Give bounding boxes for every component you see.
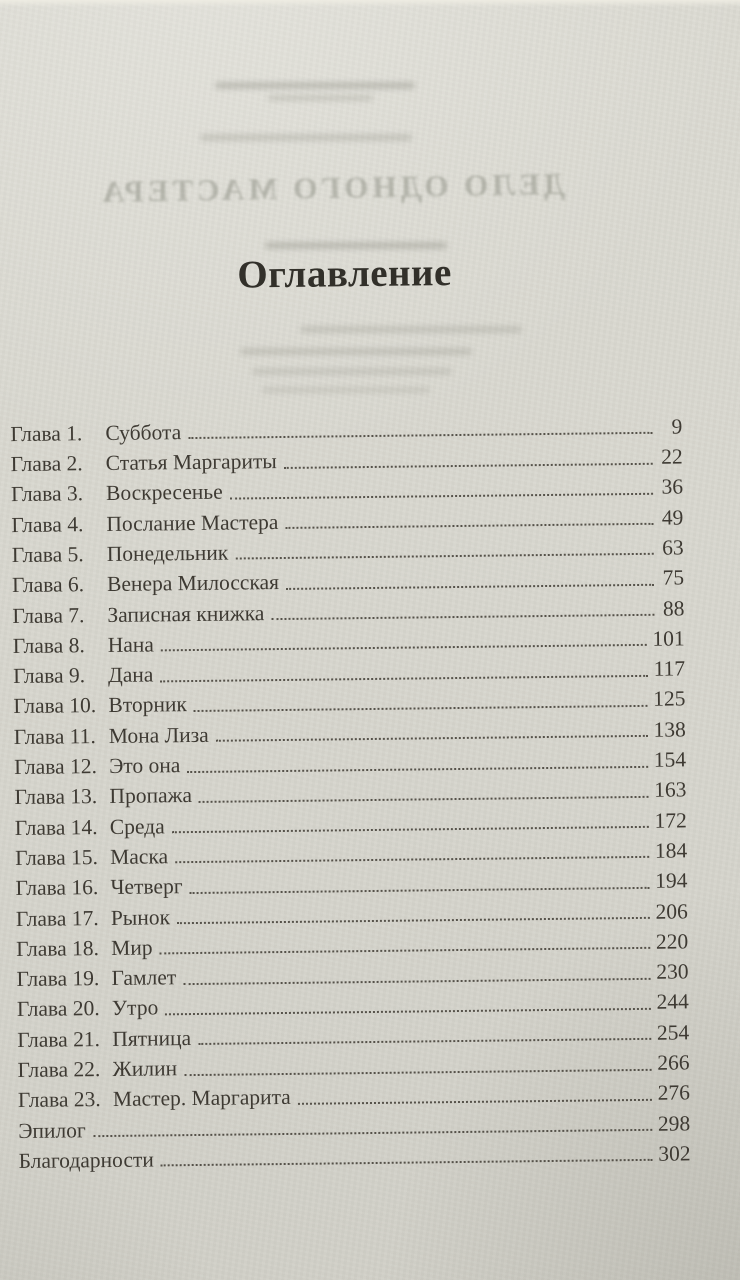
toc-entry-page: 244 [656, 989, 689, 1015]
toc-entry-label: Глава 14. [14, 814, 98, 840]
toc-entry-label: Глава 12. [14, 754, 98, 780]
toc-entry-title: Мир [111, 935, 153, 960]
toc-entry-title: Нана [107, 632, 155, 657]
page-title: Оглавление [237, 251, 453, 297]
toc-entry-title: Четверг [110, 874, 183, 900]
toc-entry-page: 220 [655, 929, 689, 954]
toc-entry-label: Глава 5. [11, 542, 84, 568]
toc-entry-label: Глава 1. [10, 421, 83, 446]
toc-list: Глава 1. Суббота 9 Глава 2. Статья Марга… [10, 407, 691, 1173]
toc-entry-title: Среда [109, 814, 165, 839]
toc-entry-title: Воскресенье [105, 480, 223, 506]
toc-entry-label: Глава 3. [10, 481, 84, 507]
toc-dot-leader [160, 1159, 653, 1167]
toc-entry-page: 36 [661, 474, 684, 500]
toc-entry-page: 125 [653, 686, 686, 712]
toc-entry-label: Глава 13. [14, 784, 98, 810]
toc-entry-title: Вторник [108, 692, 188, 718]
toc-entry-page: 276 [657, 1080, 691, 1106]
toc-entry-page: 230 [656, 959, 689, 984]
toc-entry-title: Записная книжка [107, 600, 265, 627]
toc-entry-label: Глава 22. [17, 1057, 101, 1083]
toc-entry-label: Глава 8. [12, 633, 85, 658]
toc-entry-page: 206 [655, 898, 688, 924]
toc-entry-label: Глава 20. [16, 996, 100, 1022]
toc-entry-label: Глава 16. [15, 875, 99, 901]
toc-entry-title: Дана [107, 662, 154, 688]
toc-entry-title: Жилин [112, 1056, 178, 1081]
toc-entry-label: Глава 4. [11, 511, 84, 537]
toc-entry-page: 154 [653, 747, 687, 772]
toc-entry-label: Глава 19. [16, 966, 100, 992]
toc-entry-title: Венера Милосская [106, 570, 280, 597]
toc-entry-label: Глава 10. [13, 693, 97, 719]
toc-entry-title: Понедельник [106, 540, 229, 566]
toc-entry-label: Глава 18. [16, 935, 100, 961]
toc-entry-title: Статья Маргариты [105, 449, 277, 476]
toc-entry-label: Глава 15. [15, 845, 99, 870]
toc-entry-label: Глава 23. [17, 1087, 101, 1113]
toc-entry-page: 49 [661, 505, 684, 530]
toc-entry-title: Послание Мастера [106, 509, 279, 536]
toc-entry-page: 138 [653, 717, 686, 742]
toc-entry-page: 22 [661, 444, 683, 469]
toc-dot-leader [286, 583, 655, 590]
toc-entry-title: Пятница [112, 1025, 192, 1051]
toc-entry-label: Глава 11. [13, 723, 96, 749]
toc-entry-page: 9 [671, 414, 683, 439]
toc-entry-label: Глава 21. [17, 1026, 101, 1052]
toc-entry-title: Утро [111, 995, 159, 1021]
toc-dot-leader [297, 1098, 652, 1105]
toc-entry-title: Мастер. Маргарита [112, 1085, 291, 1112]
toc-dot-leader [283, 462, 653, 469]
toc-entry-page: 88 [662, 596, 685, 621]
toc-entry-label: Глава 6. [11, 572, 85, 598]
toc-entry-title: Гамлет [111, 965, 177, 991]
toc-entry-title: Рынок [110, 904, 171, 930]
toc-entry-title: Пропажа [109, 783, 193, 809]
toc-entry-title: Мона Лиза [108, 722, 209, 748]
toc-entry: Благодарности 302 [18, 1135, 690, 1173]
toc-entry-page: 117 [653, 656, 686, 681]
toc-entry-label: Глава 9. [12, 663, 86, 689]
toc-entry-page: 194 [655, 868, 688, 894]
toc-entry-page: 101 [652, 626, 685, 651]
toc-entry-page: 184 [654, 838, 688, 863]
toc-entry-label: Глава 2. [10, 451, 83, 477]
toc-entry-page: 302 [658, 1141, 691, 1166]
toc-dot-leader [285, 522, 654, 530]
toc-entry-title: Маска [110, 844, 169, 869]
toc-entry-page: 266 [657, 1050, 690, 1075]
toc-entry-title: Благодарности [18, 1147, 154, 1173]
toc-entry-page: 298 [657, 1111, 691, 1136]
toc-entry-page: 254 [656, 1020, 690, 1045]
toc-entry-page: 163 [654, 777, 687, 803]
toc-dot-leader [271, 613, 655, 621]
toc-entry-page: 172 [654, 808, 687, 833]
toc-entry-title: Эпилог [18, 1117, 86, 1143]
toc-entry-page: 63 [662, 535, 684, 560]
toc-entry-label: Глава 7. [12, 602, 85, 628]
toc-entry-label: Глава 17. [15, 905, 99, 931]
toc-entry-page: 75 [662, 565, 685, 590]
toc-entry-title: Это она [109, 753, 181, 779]
toc-entry-title: Суббота [105, 419, 182, 445]
